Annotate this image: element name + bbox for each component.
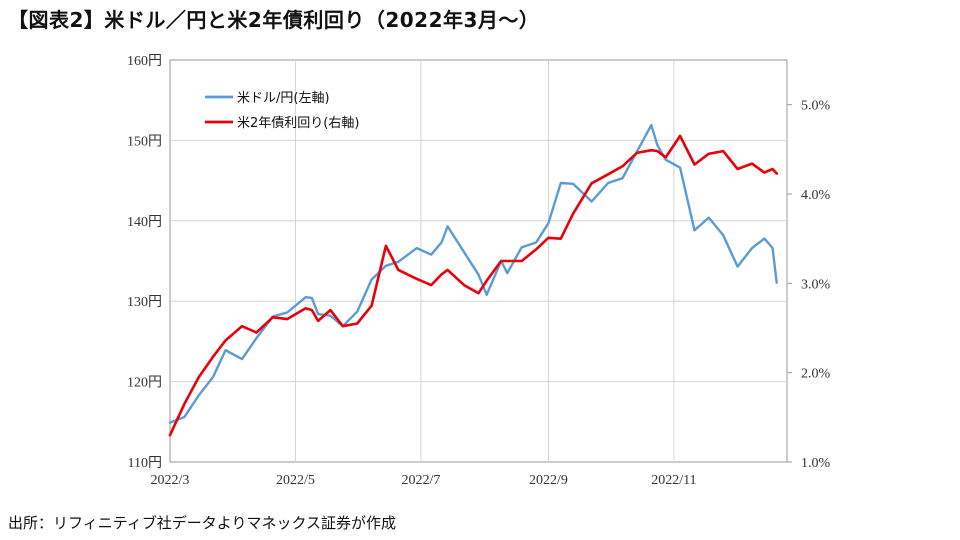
y-right-tick-label: 5.0%	[801, 99, 831, 114]
legend-label: 米ドル/円(左軸)	[237, 91, 330, 106]
x-tick-label: 2022/9	[529, 473, 568, 488]
y-left-tick-label: 140円	[127, 215, 162, 230]
y-left-tick-label: 110円	[128, 456, 162, 471]
source-note: 出所：リフィニティブ社データよりマネックス証券が作成	[8, 514, 397, 532]
y-right-tick-label: 4.0%	[801, 188, 831, 203]
legend-label: 米2年債利回り(右軸)	[237, 116, 359, 131]
y-right-tick-label: 2.0%	[801, 367, 831, 382]
y-left-tick-label: 120円	[127, 376, 162, 391]
y-right-tick-label: 1.0%	[801, 456, 831, 471]
y-left-tick-label: 150円	[127, 134, 162, 149]
y-right-tick-label: 3.0%	[801, 277, 831, 292]
series-line-us2y-yield	[168, 134, 779, 437]
x-tick-label: 2022/11	[651, 473, 696, 488]
x-tick-label: 2022/5	[276, 473, 315, 488]
x-tick-label: 2022/3	[151, 473, 190, 488]
y-left-tick-label: 130円	[127, 295, 162, 310]
chart-title: 【図表2】米ドル／円と米2年債利回り（2022年3月～）	[8, 8, 540, 32]
y-left-tick-label: 160円	[127, 54, 162, 69]
x-tick-label: 2022/7	[401, 473, 440, 488]
plot-frame	[169, 59, 788, 463]
